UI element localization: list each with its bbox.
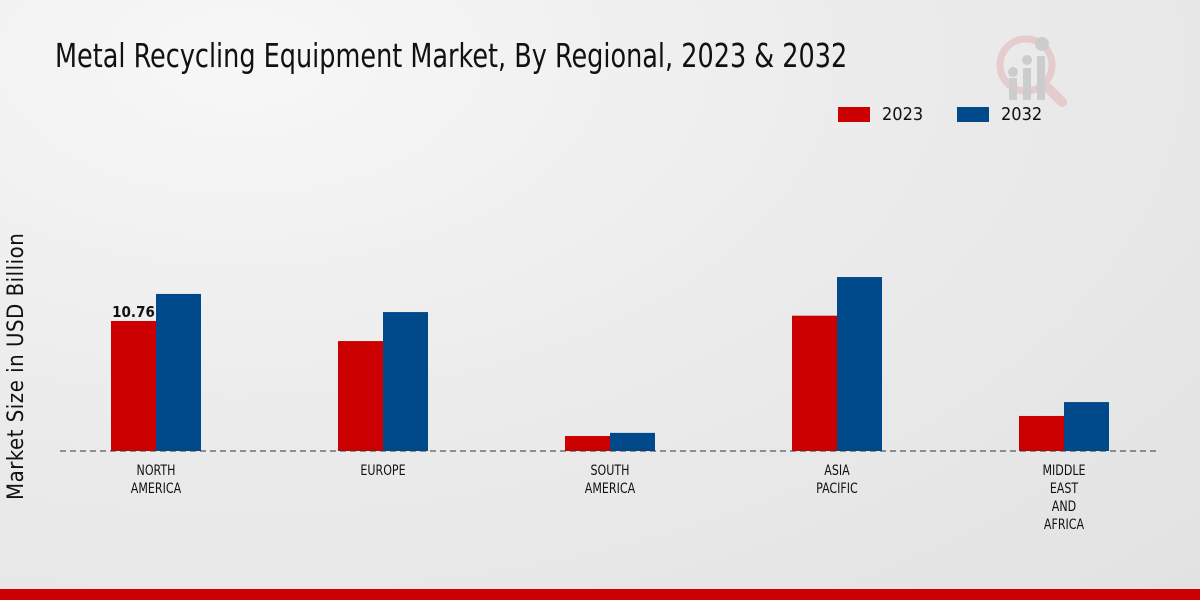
bar-2023-1 — [338, 341, 383, 451]
x-tick-label: ASIA PACIFIC — [816, 463, 858, 497]
legend-label-2032: 2032 — [1001, 104, 1043, 125]
bar-2023-3 — [792, 315, 837, 451]
bar-2032-3 — [837, 277, 882, 451]
legend-swatch-2032 — [957, 107, 989, 122]
bar-2023-0 — [111, 321, 156, 451]
legend-swatch-2023 — [838, 107, 870, 122]
data-label: 10.76 — [112, 303, 155, 321]
x-tick-label: EUROPE — [360, 463, 405, 479]
x-tick-label: SOUTH AMERICA — [585, 463, 636, 497]
bar-2032-1 — [383, 312, 428, 451]
x-tick-label: MIDDLE EAST AND AFRICA — [1042, 463, 1085, 533]
legend-label-2023: 2023 — [882, 104, 924, 125]
chart-title: Metal Recycling Equipment Market, By Reg… — [55, 36, 848, 75]
bar-2032-0 — [156, 293, 201, 451]
bar-2023-4 — [1019, 415, 1064, 451]
bar-2032-4 — [1064, 402, 1109, 451]
legend-item-2023: 2023 — [838, 104, 923, 125]
x-tick-label: NORTH AMERICA — [131, 463, 182, 497]
legend-item-2032: 2032 — [957, 104, 1042, 125]
bar-2032-2 — [610, 432, 655, 451]
bar-2023-2 — [565, 436, 610, 451]
footer-bar — [0, 589, 1200, 600]
